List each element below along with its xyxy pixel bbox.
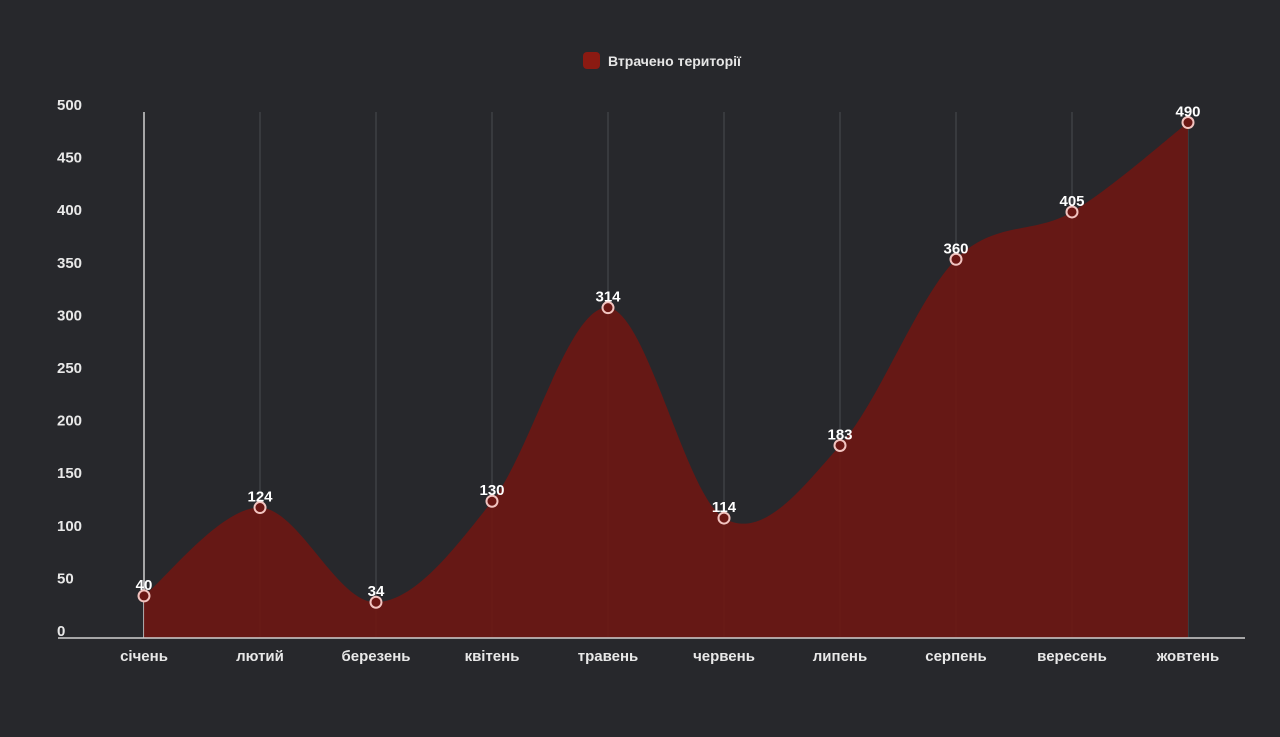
x-tick-label: лютий [236, 648, 284, 665]
legend[interactable]: Втрачено території [583, 52, 741, 69]
legend-label: Втрачено території [608, 52, 741, 69]
legend-swatch [583, 52, 600, 69]
y-tick-label: 100 [57, 518, 82, 535]
data-point[interactable] [1181, 116, 1195, 130]
data-point[interactable] [369, 595, 383, 609]
data-label: 360 [943, 240, 968, 257]
data-point[interactable] [253, 501, 267, 515]
y-tick-label: 50 [57, 570, 74, 587]
data-label: 124 [247, 489, 273, 506]
y-tick-label: 500 [57, 97, 82, 114]
x-tick-label: липень [813, 648, 867, 665]
y-tick-label: 400 [57, 202, 82, 219]
x-tick-label: червень [693, 648, 755, 665]
data-label: 40 [136, 577, 153, 594]
data-label: 314 [595, 289, 621, 306]
data-point[interactable] [601, 301, 615, 315]
y-tick-label: 150 [57, 465, 82, 482]
y-tick-label: 200 [57, 413, 82, 430]
data-label: 490 [1175, 104, 1200, 121]
x-tick-label: січень [120, 648, 168, 665]
data-point[interactable] [137, 589, 151, 603]
data-point[interactable] [833, 438, 847, 452]
y-tick-label: 250 [57, 360, 82, 377]
x-tick-label: березень [342, 648, 411, 665]
data-point[interactable] [1065, 205, 1079, 219]
data-label: 34 [368, 583, 385, 600]
data-label: 114 [712, 499, 737, 516]
y-tick-label: 0 [57, 623, 65, 640]
x-tick-label: квітень [465, 648, 520, 665]
y-tick-label: 300 [57, 307, 82, 324]
data-label: 183 [827, 426, 852, 443]
data-point[interactable] [949, 252, 963, 266]
data-point[interactable] [717, 511, 731, 525]
data-point[interactable] [485, 494, 499, 508]
data-label: 130 [479, 482, 504, 499]
y-tick-label: 450 [57, 150, 82, 167]
series-area [144, 122, 1188, 638]
x-tick-label: травень [578, 648, 639, 665]
x-tick-label: вересень [1037, 648, 1107, 665]
x-tick-label: жовтень [1156, 648, 1219, 665]
y-tick-label: 350 [57, 255, 82, 272]
x-tick-label: серпень [925, 648, 987, 665]
data-label: 405 [1059, 193, 1084, 210]
